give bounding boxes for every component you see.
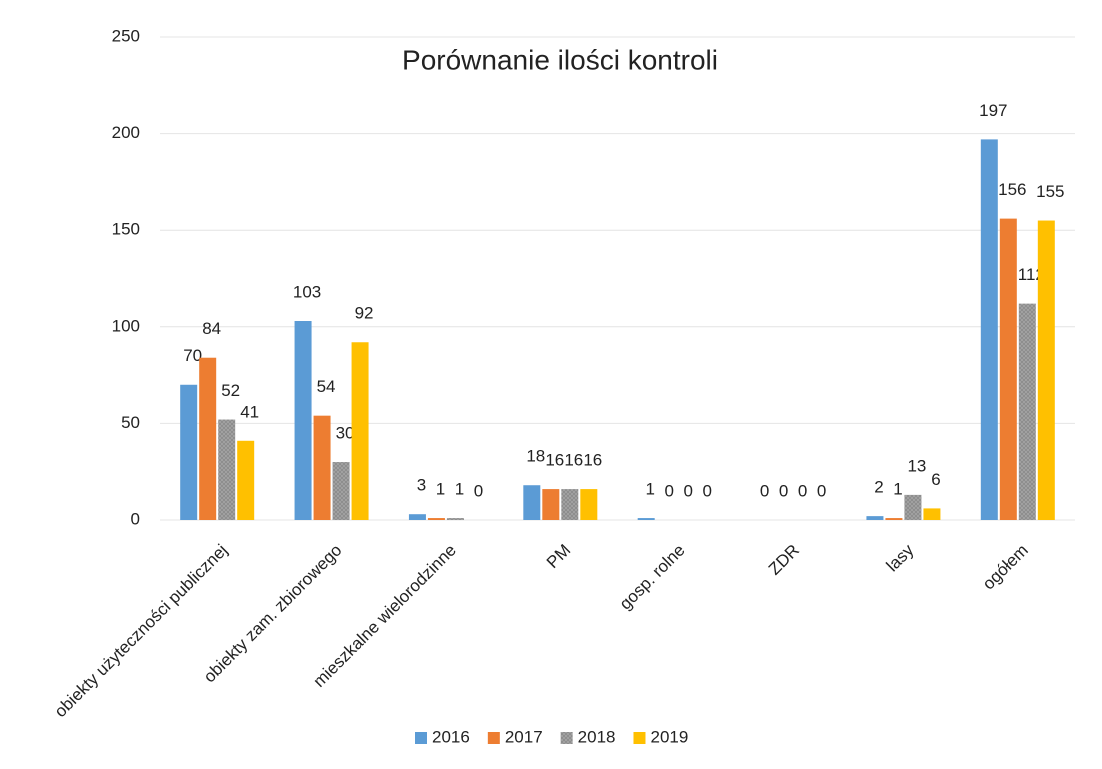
bar (542, 489, 560, 520)
bar (218, 419, 236, 520)
bar (237, 440, 255, 520)
bar (980, 139, 998, 520)
x-tick-label: lasy (883, 540, 918, 575)
data-label: 1 (455, 480, 464, 499)
bar (866, 516, 884, 520)
bar (427, 518, 445, 520)
x-tick-label: obiekty użyteczności publicznej (51, 541, 231, 721)
data-label: 54 (317, 377, 336, 396)
bar (1018, 303, 1036, 520)
bar (885, 518, 903, 520)
x-tick-label: gosp. rolne (616, 541, 689, 614)
bar (351, 342, 369, 520)
bar (637, 518, 655, 520)
bar (1037, 220, 1055, 521)
legend-swatch (560, 732, 573, 744)
data-label: 155 (1036, 182, 1064, 201)
data-label: 2 (874, 478, 883, 497)
bar (313, 415, 331, 520)
data-label: 16 (583, 451, 602, 470)
x-tick-label: ogółem (979, 541, 1032, 594)
data-label: 84 (202, 319, 221, 338)
bar (446, 518, 464, 520)
y-tick-label: 50 (121, 413, 140, 432)
bar (408, 514, 426, 520)
legend-label: 2019 (650, 727, 688, 746)
legend-swatch (633, 732, 646, 744)
data-label: 1 (645, 480, 654, 499)
bar (523, 485, 541, 520)
y-tick-label: 0 (131, 509, 140, 528)
y-tick-label: 100 (112, 316, 140, 335)
bar (904, 494, 922, 520)
data-label: 0 (817, 481, 826, 500)
bar (561, 489, 579, 520)
data-label: 0 (702, 481, 711, 500)
legend-label: 2017 (505, 727, 543, 746)
x-tick-label: ZDR (765, 541, 803, 579)
data-label: 0 (683, 481, 692, 500)
bar (294, 321, 312, 520)
data-label: 41 (240, 402, 259, 421)
legend-label: 2018 (578, 727, 616, 746)
data-label: 103 (293, 282, 321, 301)
data-label: 52 (221, 381, 240, 400)
y-tick-label: 150 (112, 220, 140, 239)
y-tick-label: 200 (112, 123, 140, 142)
bar (199, 357, 217, 520)
data-label: 6 (931, 470, 940, 489)
bar (999, 218, 1017, 520)
data-label: 0 (760, 481, 769, 500)
x-tick-label: PM (543, 541, 574, 572)
data-label: 92 (355, 304, 374, 323)
bar (580, 489, 598, 520)
data-label: 70 (183, 346, 202, 365)
data-label: 0 (798, 481, 807, 500)
data-label: 16 (545, 451, 564, 470)
data-label: 16 (564, 451, 583, 470)
legend-swatch (487, 732, 500, 744)
data-label: 13 (907, 456, 926, 475)
bar (332, 462, 350, 520)
legend-swatch (415, 732, 427, 744)
data-label: 0 (664, 481, 673, 500)
bar (180, 384, 198, 520)
data-label: 0 (779, 481, 788, 500)
data-label: 30 (336, 424, 355, 443)
data-label: 18 (526, 447, 545, 466)
y-tick-label: 250 (112, 26, 140, 45)
data-label: 3 (417, 476, 426, 495)
data-label: 156 (998, 180, 1026, 199)
chart-title: Porównanie ilości kontroli (402, 44, 718, 75)
data-label: 197 (979, 101, 1007, 120)
bar (923, 508, 941, 520)
data-label: 0 (474, 481, 483, 500)
data-label: 1 (893, 480, 902, 499)
data-label: 1 (436, 480, 445, 499)
legend-label: 2016 (432, 727, 470, 746)
